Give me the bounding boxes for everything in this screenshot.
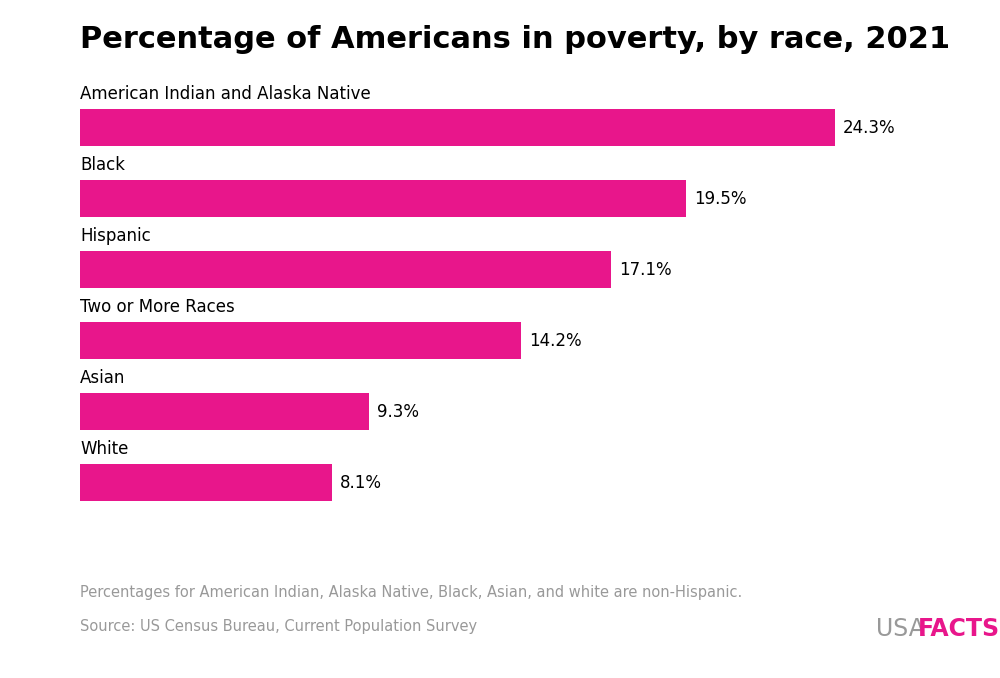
Text: Two or More Races: Two or More Races xyxy=(80,298,235,316)
Bar xyxy=(80,251,611,288)
Text: Percentages for American Indian, Alaska Native, Black, Asian, and white are non-: Percentages for American Indian, Alaska … xyxy=(80,585,742,600)
Text: White: White xyxy=(80,440,128,458)
Text: 19.5%: 19.5% xyxy=(694,190,746,207)
Text: USA: USA xyxy=(876,617,925,641)
Text: Hispanic: Hispanic xyxy=(80,226,151,245)
Text: 24.3%: 24.3% xyxy=(843,119,895,136)
Text: Source: US Census Bureau, Current Population Survey: Source: US Census Bureau, Current Popula… xyxy=(80,636,477,651)
Text: Asian: Asian xyxy=(80,369,125,386)
Text: FACTS: FACTS xyxy=(918,617,1000,641)
Bar xyxy=(80,393,369,430)
Text: Source: US Census Bureau, Current Population Survey: Source: US Census Bureau, Current Popula… xyxy=(80,619,477,634)
Text: Percentage of Americans in poverty, by race, 2021: Percentage of Americans in poverty, by r… xyxy=(80,25,950,54)
Text: 8.1%: 8.1% xyxy=(339,474,381,492)
Text: Black: Black xyxy=(80,156,125,174)
Bar xyxy=(80,322,521,359)
Bar xyxy=(80,109,835,146)
Bar xyxy=(80,464,332,501)
Text: Source: US Census Bureau, Current Population Survey: Source: US Census Bureau, Current Popula… xyxy=(80,619,477,634)
Text: American Indian and Alaska Native: American Indian and Alaska Native xyxy=(80,85,371,102)
Bar xyxy=(80,180,686,217)
Text: 14.2%: 14.2% xyxy=(529,332,582,350)
Text: 9.3%: 9.3% xyxy=(377,403,419,420)
Text: 17.1%: 17.1% xyxy=(619,260,672,279)
